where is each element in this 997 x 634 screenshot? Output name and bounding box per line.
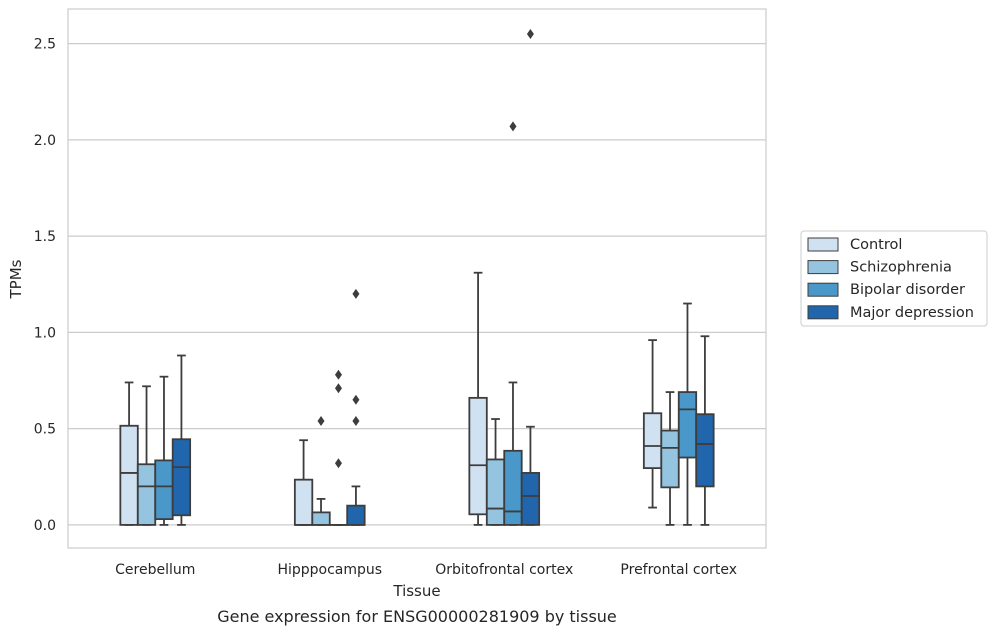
outlier-point (317, 415, 325, 426)
box-bipolar-disorder (677, 302, 698, 526)
box-bipolar-disorder (503, 121, 523, 526)
outlier-point (352, 415, 360, 426)
box-body (346, 504, 366, 526)
box-control (468, 271, 488, 526)
legend-label: Major depression (850, 305, 974, 321)
box-body (677, 391, 698, 459)
outlier-point (334, 458, 342, 469)
grid-lines (68, 43, 766, 526)
box-major-depression (695, 335, 715, 526)
box-body (520, 472, 541, 526)
box-body (503, 449, 523, 526)
box-schizophrenia (311, 415, 331, 526)
box-control (642, 339, 663, 509)
outlier-point (509, 121, 517, 132)
outlier-point (526, 29, 534, 40)
y-tick-label: 0.0 (34, 518, 56, 534)
box-bipolar-disorder (328, 369, 349, 526)
outlier-point (334, 383, 342, 394)
box-body (136, 463, 157, 526)
legend-swatch (807, 237, 839, 252)
box-major-depression (171, 354, 192, 526)
x-tick-label: Prefrontal cortex (620, 562, 737, 578)
box-body (660, 429, 680, 489)
boxes (119, 29, 715, 526)
legend-swatch (807, 282, 839, 297)
y-tick-label: 1.5 (34, 229, 56, 245)
legend-frame (800, 230, 988, 327)
y-axis-ticks: 0.0 0.5 1.0 1.5 2.0 2.5 (34, 37, 56, 534)
legend-swatch (807, 305, 839, 320)
plot-area (67, 8, 767, 549)
box-schizophrenia (485, 418, 506, 526)
box-body (154, 459, 174, 521)
y-axis-title: TPMs (7, 259, 25, 299)
outlier-point (352, 394, 360, 405)
box-body (119, 424, 139, 526)
x-tick-label: Hipppocampus (277, 562, 382, 578)
legend-label: Bipolar disorder (850, 282, 965, 298)
box-control (119, 381, 139, 526)
legend-label: Control (850, 237, 902, 253)
x-axis-ticks: Cerebellum Hipppocampus Orbitofrontal cort… (115, 562, 737, 578)
box-body (468, 396, 488, 516)
legend: Control Schizophrenia Bipolar disorder Majo… (800, 230, 988, 327)
box-body (293, 478, 314, 526)
legend-swatch (807, 260, 839, 275)
box-schizophrenia (136, 385, 157, 526)
x-tick-label: Cerebellum (115, 562, 195, 578)
outlier-point (334, 369, 342, 380)
box-major-depression (346, 288, 366, 526)
box-bipolar-disorder (154, 375, 174, 526)
legend-label: Schizophrenia (850, 260, 952, 276)
box-body (695, 413, 715, 488)
y-tick-label: 2.0 (34, 133, 56, 149)
box-body (642, 412, 663, 470)
box-schizophrenia (660, 391, 680, 526)
box-body (171, 438, 192, 517)
y-tick-label: 1.0 (34, 325, 56, 341)
x-axis-title: Tissue (392, 582, 440, 600)
y-tick-label: 0.5 (34, 422, 56, 438)
box-major-depression (520, 29, 541, 526)
chart-caption: Gene expression for ENSG00000281909 by t… (217, 607, 617, 626)
y-tick-label: 2.5 (34, 37, 56, 53)
x-tick-label: Orbitofrontal cortex (435, 562, 573, 578)
box-body (311, 511, 331, 526)
box-control (293, 439, 314, 526)
box-body (485, 458, 506, 526)
outlier-point (352, 288, 360, 299)
